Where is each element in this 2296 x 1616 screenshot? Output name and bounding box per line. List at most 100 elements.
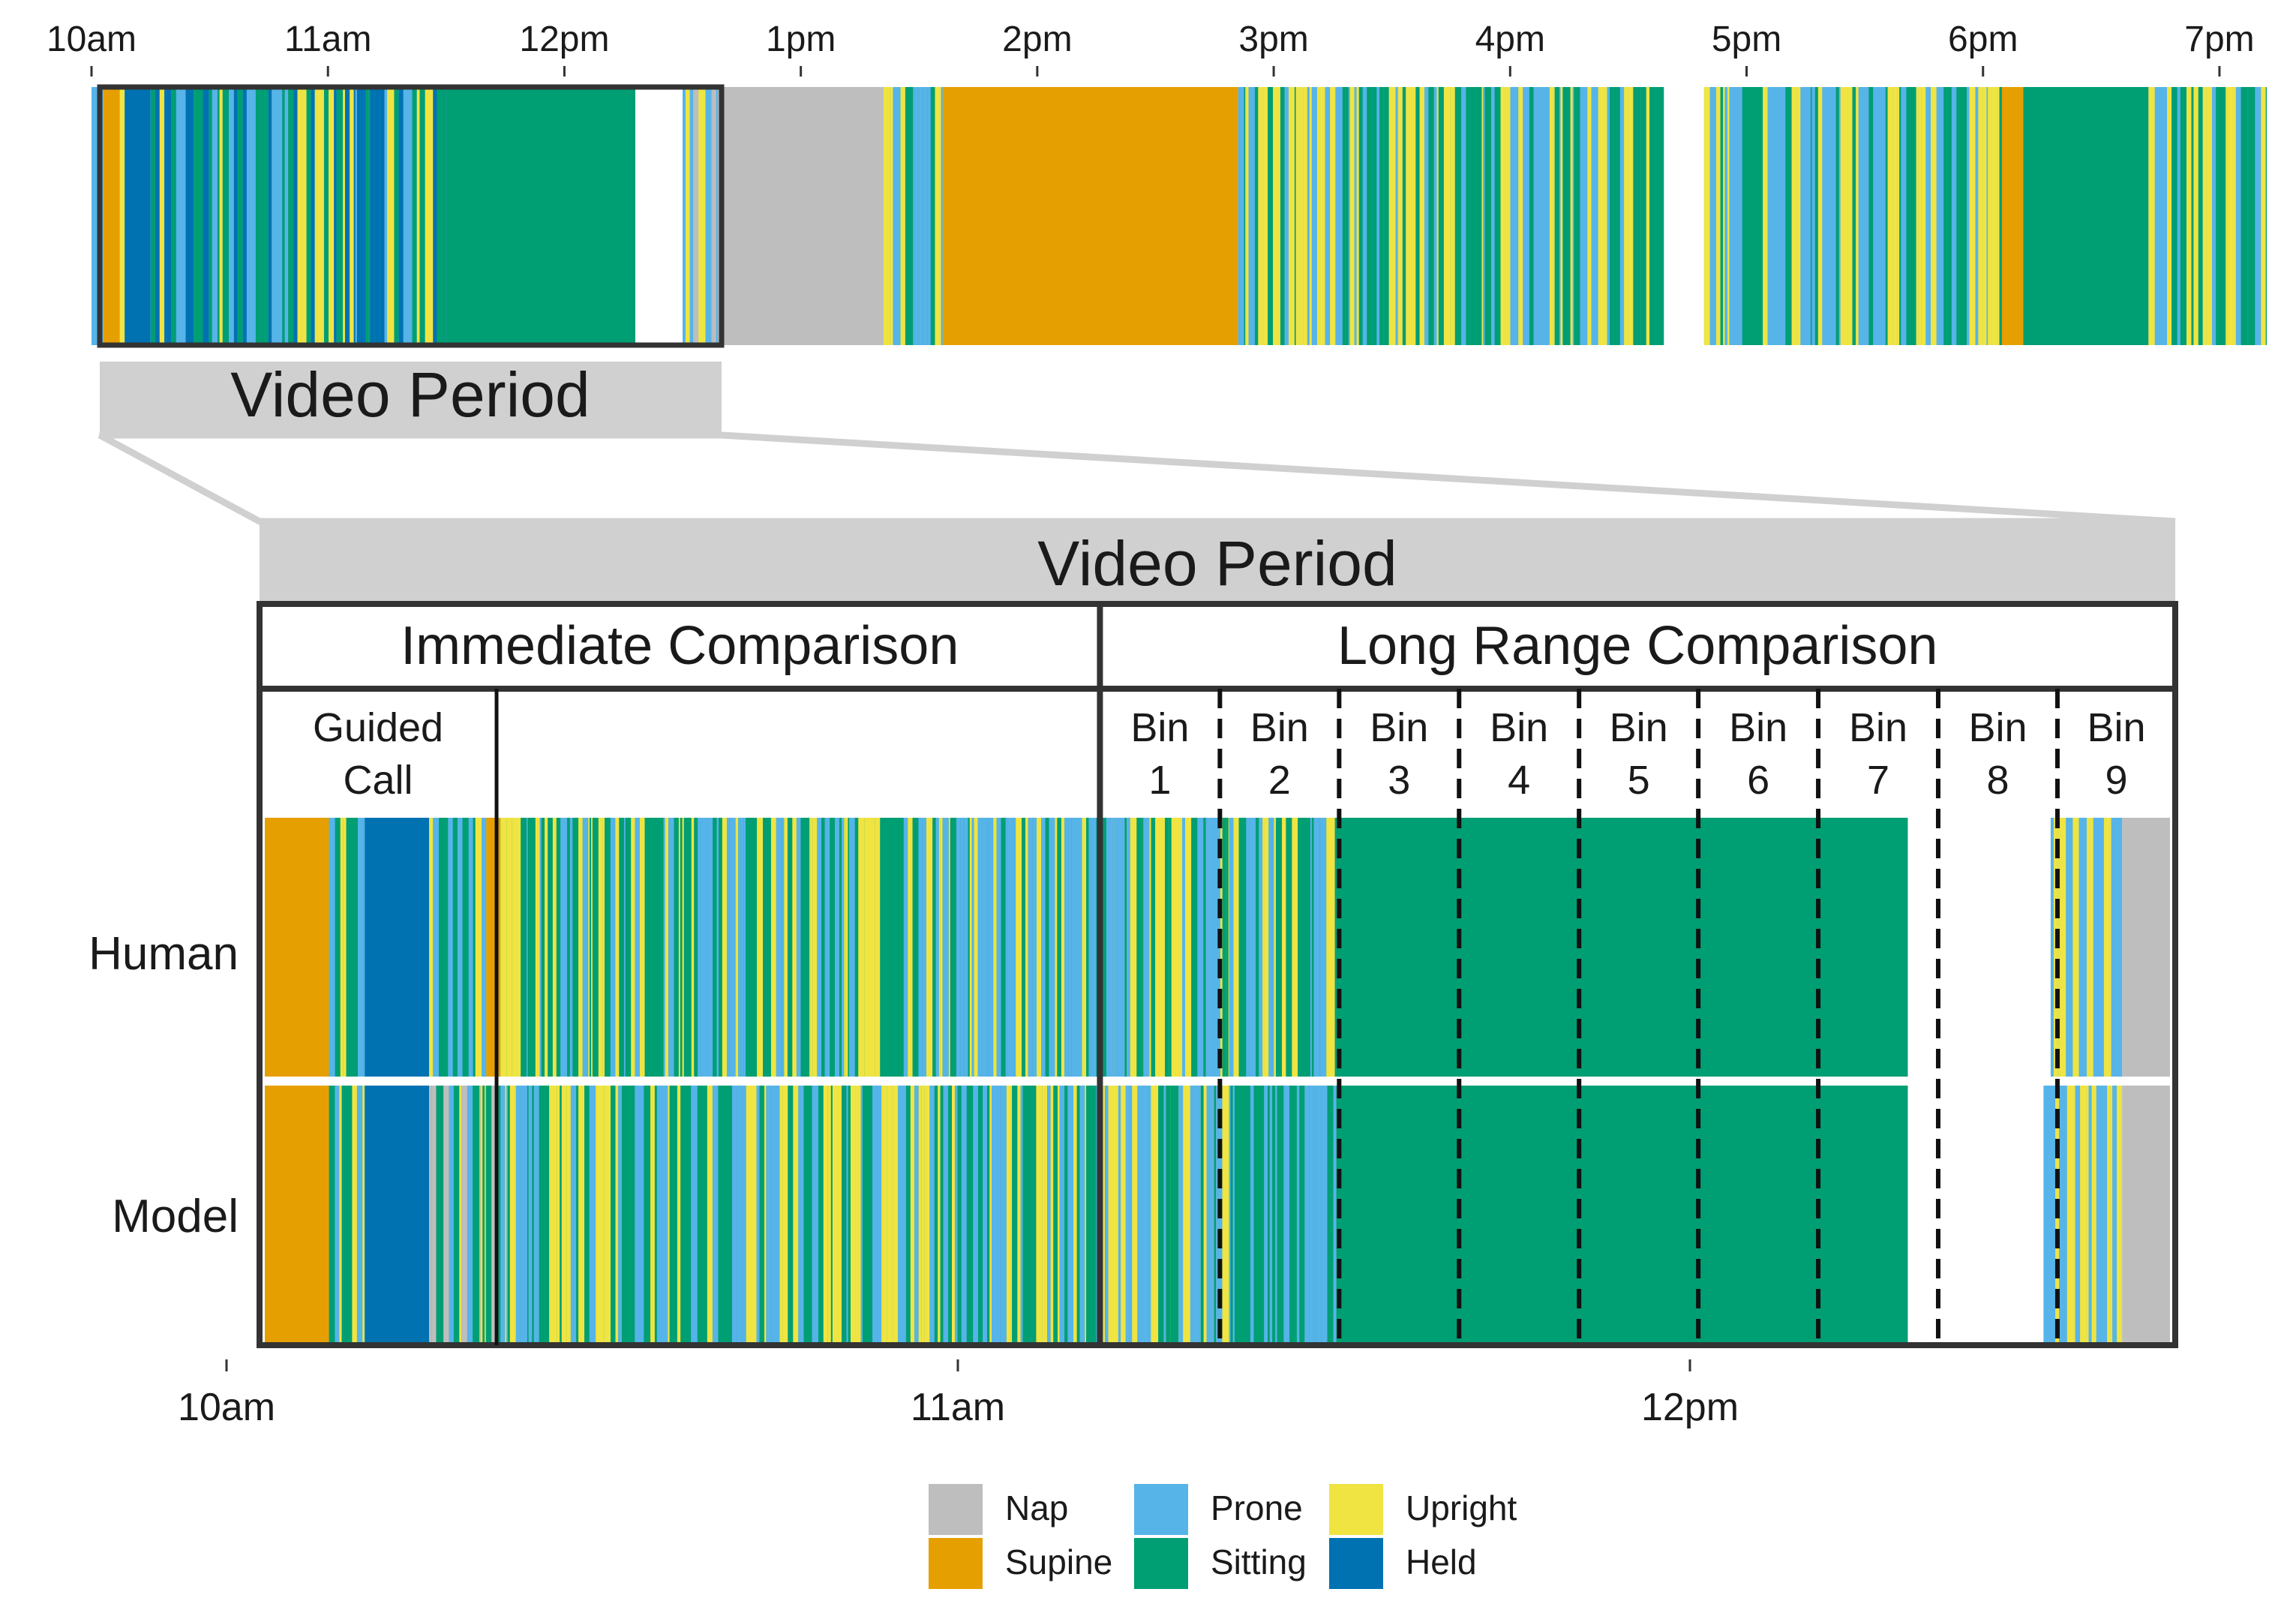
model-stripe [877,1086,882,1345]
model-stripe [459,1086,462,1345]
model-stripe [638,1086,641,1345]
top-stripe [1519,87,1523,345]
human-stripe [665,818,669,1077]
model-stripe [1230,1086,1233,1345]
model-stripe [722,1086,727,1345]
top-stripe [713,87,716,345]
top-stripe [260,87,266,345]
model-stripe [1232,1086,1235,1345]
model-stripe [905,1086,911,1345]
model-stripe [862,1086,869,1345]
top-stripe [1383,87,1389,345]
top-stripe [1406,87,1412,345]
top-stripe [2225,87,2228,345]
human-stripe [1197,818,1204,1077]
model-stripe [1030,1086,1037,1345]
model-stripe [989,1086,992,1345]
top-stripe [1238,87,1244,345]
model-stripe [855,1086,861,1345]
model-stripe [480,1086,483,1345]
model-stripe [661,1086,668,1345]
model-stripe [872,1086,878,1345]
top-stripe [1742,87,1748,345]
top-stripe [380,87,385,345]
human-stripe [1028,818,1033,1077]
section-label: Immediate Comparison [401,616,959,676]
top-stripe [1852,87,1856,345]
human-stripe [864,818,872,1077]
model-stripe [685,1086,692,1345]
model-stripe [2102,1086,2108,1345]
human-stripe [1041,818,1046,1077]
top-stripe [883,87,888,345]
top-stripe [222,87,230,345]
top-stripe [1244,87,1246,345]
model-stripe [356,1086,363,1345]
top-stripe [914,87,919,345]
top-stripe [159,87,165,345]
human-stripe [590,818,592,1077]
top-stripe [1969,87,1976,345]
human-stripe [452,818,458,1077]
model-stripe [2051,1086,2056,1345]
top-stripe [698,87,704,345]
model-stripe [860,1086,863,1345]
human-stripe [1191,818,1198,1077]
human-stripe [1302,818,1304,1077]
model-stripe [1050,1086,1054,1345]
model-stripe [505,1086,507,1345]
model-stripe [921,1086,925,1345]
bottom-tick-label: 10am [178,1386,275,1429]
human-stripe [363,818,365,1077]
human-stripe [1242,818,1247,1077]
top-stripe [185,87,188,345]
human-stripe [1286,818,1292,1077]
top-stripe [1349,87,1355,345]
human-stripe [809,818,811,1077]
top-stripe [1325,87,1331,345]
model-stripe [1006,1086,1010,1345]
top-stripe [1715,87,1721,345]
top-stripe [1796,87,1801,345]
top-stripe [1428,87,1434,345]
top-stripe [422,87,425,345]
human-stripe [1090,818,1097,1077]
human-stripe [441,818,443,1077]
human-stripe [796,818,801,1077]
human-stripe [1055,818,1058,1077]
model-stripe [929,1086,935,1345]
human-stripe [605,818,611,1077]
top-stripe [935,87,941,345]
top-stripe [1424,87,1427,345]
model-stripe [641,1086,644,1345]
human-stripe [674,818,679,1077]
top-stripe [1897,87,1900,345]
top-stripe [1554,87,1559,345]
top-stripe [1577,87,1580,345]
top-stripe [181,87,186,345]
top-stripe [212,87,218,345]
model-stripe [1059,1086,1065,1345]
human-stripe [942,818,949,1077]
model-stripe [500,1086,506,1345]
model-stripe [656,1086,662,1345]
top-stripe [282,87,285,345]
top-stripe [1277,87,1280,345]
top-stripe [1284,87,1289,345]
human-stripe [552,818,557,1077]
model-stripe [2066,1086,2074,1345]
top-stripe [1490,87,1495,345]
human-stripe [1282,818,1286,1077]
human-stripe [506,818,512,1077]
legend-swatch-sitting [1134,1538,1188,1589]
top-stripe [1649,87,1656,345]
top-stripe [1580,87,1582,345]
model-stripe [1042,1086,1046,1345]
top-stripe [2177,87,2180,345]
legend: Nap Supine Prone Sitting Upright Held [929,1484,1517,1589]
model-stripe [746,1086,752,1345]
model-stripe [1196,1086,1201,1345]
top-segment-sitting [2023,87,2149,345]
top-stripe [344,87,350,345]
top-stripe [1397,87,1403,345]
